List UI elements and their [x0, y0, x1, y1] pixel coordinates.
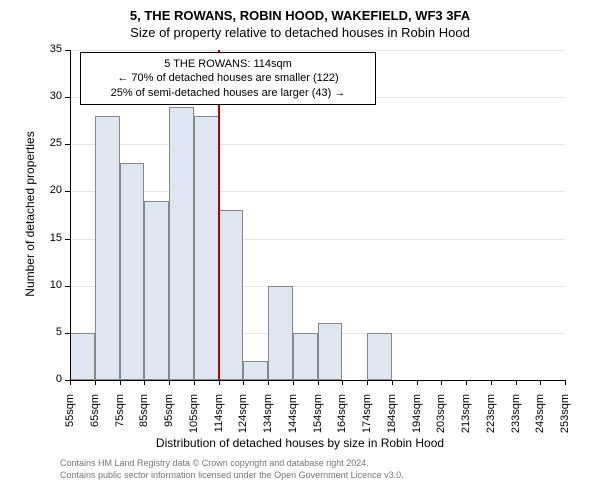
bar [169, 107, 194, 380]
annot-line1: 5 THE ROWANS: 114sqm [89, 57, 367, 71]
x-tick-label: 55sqm [64, 394, 76, 444]
x-tick-label: 253sqm [559, 394, 571, 444]
x-tick [565, 380, 566, 385]
x-axis-line [70, 380, 565, 381]
x-tick-label: 213sqm [460, 394, 472, 444]
x-tick-label: 194sqm [411, 394, 423, 444]
x-tick-label: 105sqm [188, 394, 200, 444]
y-tick-label: 35 [40, 43, 62, 55]
x-tick-label: 233sqm [510, 394, 522, 444]
x-tick-label: 164sqm [336, 394, 348, 444]
bar [243, 361, 268, 380]
x-tick-label: 223sqm [485, 394, 497, 444]
x-tick-label: 124sqm [237, 394, 249, 444]
bar [144, 201, 169, 380]
y-axis-line [70, 50, 71, 380]
x-tick-label: 65sqm [89, 394, 101, 444]
credits: Contains HM Land Registry data © Crown c… [60, 458, 404, 481]
bar [293, 333, 318, 380]
bar [318, 323, 343, 380]
chart-container: 5, THE ROWANS, ROBIN HOOD, WAKEFIELD, WF… [0, 0, 600, 500]
y-axis-label: Number of detached properties [23, 124, 37, 304]
x-tick-label: 134sqm [262, 394, 274, 444]
credits-line2: Contains public sector information licen… [60, 470, 404, 482]
x-tick-label: 114sqm [213, 394, 225, 444]
y-tick-label: 0 [40, 373, 62, 385]
bar [268, 286, 293, 380]
chart-title: 5, THE ROWANS, ROBIN HOOD, WAKEFIELD, WF… [0, 0, 600, 23]
annot-line2: ← 70% of detached houses are smaller (12… [89, 71, 367, 85]
y-tick-label: 5 [40, 326, 62, 338]
gridline [70, 50, 565, 51]
y-tick-label: 30 [40, 90, 62, 102]
x-tick-label: 95sqm [163, 394, 175, 444]
x-tick-label: 154sqm [312, 394, 324, 444]
x-tick-label: 174sqm [361, 394, 373, 444]
bar [120, 163, 145, 380]
bar [95, 116, 120, 380]
bar [70, 333, 95, 380]
y-tick-label: 10 [40, 279, 62, 291]
x-tick-label: 243sqm [534, 394, 546, 444]
x-tick-label: 85sqm [138, 394, 150, 444]
credits-line1: Contains HM Land Registry data © Crown c… [60, 458, 404, 470]
y-tick-label: 25 [40, 137, 62, 149]
annot-line3: 25% of semi-detached houses are larger (… [89, 86, 367, 100]
x-tick-label: 144sqm [287, 394, 299, 444]
y-tick-label: 15 [40, 232, 62, 244]
gridline [70, 191, 565, 192]
y-tick-label: 20 [40, 184, 62, 196]
x-tick-label: 75sqm [114, 394, 126, 444]
x-tick-label: 184sqm [386, 394, 398, 444]
gridline [70, 144, 565, 145]
bar [367, 333, 392, 380]
x-tick-label: 203sqm [435, 394, 447, 444]
annotation-box: 5 THE ROWANS: 114sqm ← 70% of detached h… [80, 52, 376, 105]
bar [194, 116, 219, 380]
bar [219, 210, 244, 380]
chart-subtitle: Size of property relative to detached ho… [0, 23, 600, 40]
